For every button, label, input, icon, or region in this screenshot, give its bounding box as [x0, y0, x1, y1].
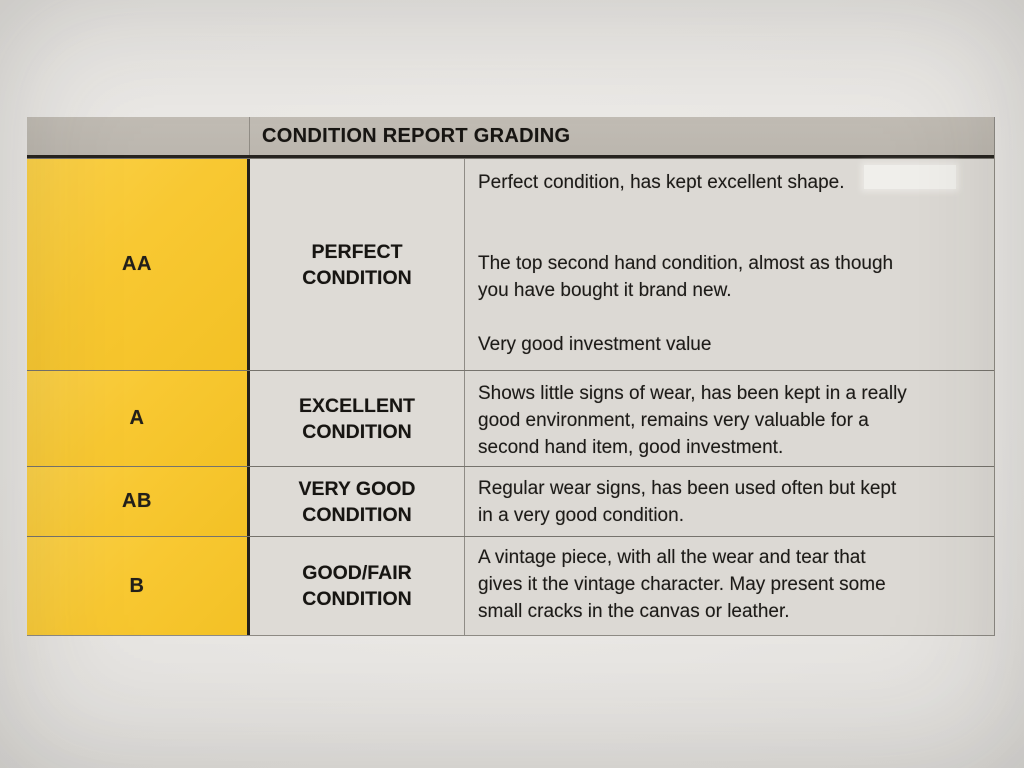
condition-label-cell: EXCELLENT CONDITION	[250, 371, 465, 466]
condition-label-line: CONDITION	[302, 503, 412, 526]
table-row-a: A EXCELLENT CONDITION Shows little signs…	[27, 370, 994, 466]
condition-label-line: EXCELLENT	[299, 394, 415, 417]
condition-label-cell: PERFECT CONDITION	[250, 159, 465, 370]
header-grade-column-spacer	[27, 117, 250, 155]
description-paragraph: The top second hand condition, almost as…	[478, 253, 894, 301]
condition-grading-table: CONDITION REPORT GRADING AA PERFECT COND…	[27, 117, 995, 636]
table-title: CONDITION REPORT GRADING	[262, 124, 571, 147]
condition-label-line: PERFECT	[311, 240, 403, 263]
description-cell: A vintage piece, with all the wear and t…	[465, 537, 994, 635]
description-paragraph: Shows little signs of wear, has been kep…	[478, 383, 907, 458]
grade-cell: A	[27, 371, 250, 466]
grade-cell: AB	[27, 467, 250, 536]
description-paragraph: Perfect condition, has kept excellent sh…	[478, 172, 845, 193]
description-paragraph: Very good investment value	[478, 334, 712, 355]
description-cell: Shows little signs of wear, has been kep…	[465, 371, 994, 466]
condition-label-cell: GOOD/FAIR CONDITION	[250, 537, 465, 635]
table-row-b: B GOOD/FAIR CONDITION A vintage piece, w…	[27, 536, 994, 635]
condition-label-line: CONDITION	[302, 266, 412, 289]
grade-cell: AA	[27, 159, 250, 370]
table-row-ab: AB VERY GOOD CONDITION Regular wear sign…	[27, 466, 994, 536]
table-header-row: CONDITION REPORT GRADING	[27, 117, 994, 158]
description-cell: Regular wear signs, has been used often …	[465, 467, 994, 536]
description-cell: Perfect condition, has kept excellent sh…	[465, 159, 994, 370]
condition-label-line: CONDITION	[302, 420, 412, 443]
condition-label-line: VERY GOOD	[298, 477, 416, 500]
table-row-aa: AA PERFECT CONDITION Perfect condition, …	[27, 158, 994, 370]
whiteout-artifact	[864, 165, 956, 189]
description-paragraph: A vintage piece, with all the wear and t…	[478, 547, 886, 622]
description-paragraph: Regular wear signs, has been used often …	[478, 478, 897, 526]
condition-label-cell: VERY GOOD CONDITION	[250, 467, 465, 536]
grade-cell: B	[27, 537, 250, 635]
condition-label-line: CONDITION	[302, 588, 412, 610]
condition-label-line: GOOD/FAIR	[302, 562, 412, 584]
